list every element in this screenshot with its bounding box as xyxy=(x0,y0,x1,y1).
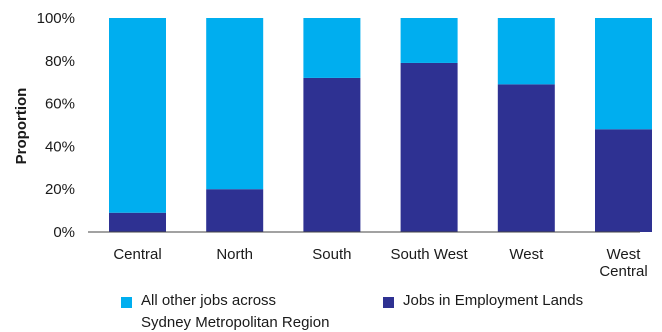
x-tick-label: West xyxy=(607,246,642,263)
bar-segment-employment-lands xyxy=(206,189,264,232)
y-tick-label: 20% xyxy=(45,181,75,198)
y-tick-label: 40% xyxy=(45,138,75,155)
legend-swatch-other-jobs xyxy=(121,297,132,308)
x-tick-label: South xyxy=(312,246,351,263)
legend-swatch-employment-lands xyxy=(383,297,394,308)
bar-segment-other-jobs xyxy=(400,18,458,63)
x-tick-label: Central xyxy=(113,246,161,263)
bar-segment-other-jobs xyxy=(595,18,652,130)
bar-segment-other-jobs xyxy=(497,18,555,85)
x-tick-label: South West xyxy=(390,246,468,263)
bar-segment-other-jobs xyxy=(109,18,166,213)
bar-segment-employment-lands xyxy=(109,212,166,232)
x-tick-label: Central xyxy=(599,263,647,280)
bar-segment-employment-lands xyxy=(303,77,361,232)
legend-label-other-jobs-line2: Sydney Metropolitan Region xyxy=(141,314,330,331)
legend-label-employment-lands: Jobs in Employment Lands xyxy=(403,292,584,309)
bar-segment-employment-lands xyxy=(400,62,458,232)
bar-segment-other-jobs xyxy=(303,18,361,78)
stacked-bar-chart: Proportion 0% 20% 40% 60% 80% 100% Central Nor… xyxy=(13,10,652,280)
legend-label-other-jobs-line1: All other jobs across xyxy=(141,292,277,309)
y-axis-label: Proportion xyxy=(13,88,30,165)
x-tick-label: West xyxy=(509,246,544,263)
x-tick-label: North xyxy=(216,246,253,263)
bar-segment-other-jobs xyxy=(206,18,264,190)
y-tick-label: 80% xyxy=(45,53,75,70)
y-tick-label: 0% xyxy=(53,224,75,241)
y-tick-label: 60% xyxy=(45,96,75,113)
bar-segment-employment-lands xyxy=(497,84,555,232)
bar-segment-employment-lands xyxy=(595,129,652,232)
y-tick-label: 100% xyxy=(37,10,75,27)
